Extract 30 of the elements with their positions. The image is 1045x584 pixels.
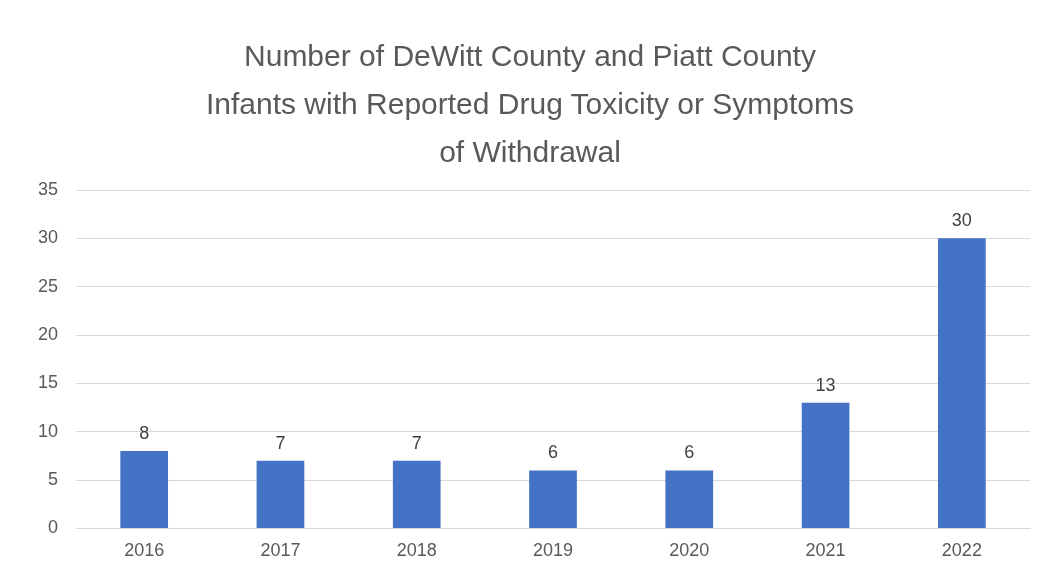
y-tick-label: 25 (37, 275, 59, 296)
data-label: 7 (275, 432, 286, 453)
x-tick-label: 2018 (396, 540, 437, 561)
data-label: 13 (815, 374, 836, 395)
bar (665, 470, 714, 528)
x-tick-label: 2019 (532, 540, 574, 561)
x-tick-label: 2021 (805, 540, 846, 561)
x-tick-label: 2020 (669, 540, 710, 561)
bar (529, 470, 577, 528)
data-label: 7 (411, 432, 422, 453)
y-tick-label: 30 (37, 227, 59, 248)
bar (801, 402, 850, 528)
y-tick-label: 0 (48, 517, 59, 538)
data-label: 6 (684, 442, 695, 463)
data-label: 30 (951, 210, 972, 231)
bar (938, 238, 986, 528)
x-tick-label: 2022 (941, 540, 982, 561)
chart-title: Number of DeWitt County and Piatt County Infants with Reported Drug Toxicity or Symptoms of Withdrawal (204, 38, 855, 170)
y-tick-label: 20 (37, 324, 59, 344)
data-label: 8 (139, 423, 150, 444)
y-tick-label: 5 (48, 469, 59, 490)
y-tick-label: 10 (37, 420, 59, 441)
x-tick-label: 2016 (124, 540, 165, 561)
x-tick-label: 2017 (260, 540, 301, 561)
y-tick-label: 15 (37, 372, 59, 393)
bar (256, 460, 305, 528)
bar (392, 460, 441, 528)
bar (120, 451, 169, 528)
y-tick-label: 35 (37, 178, 59, 199)
data-label: 6 (548, 442, 559, 463)
